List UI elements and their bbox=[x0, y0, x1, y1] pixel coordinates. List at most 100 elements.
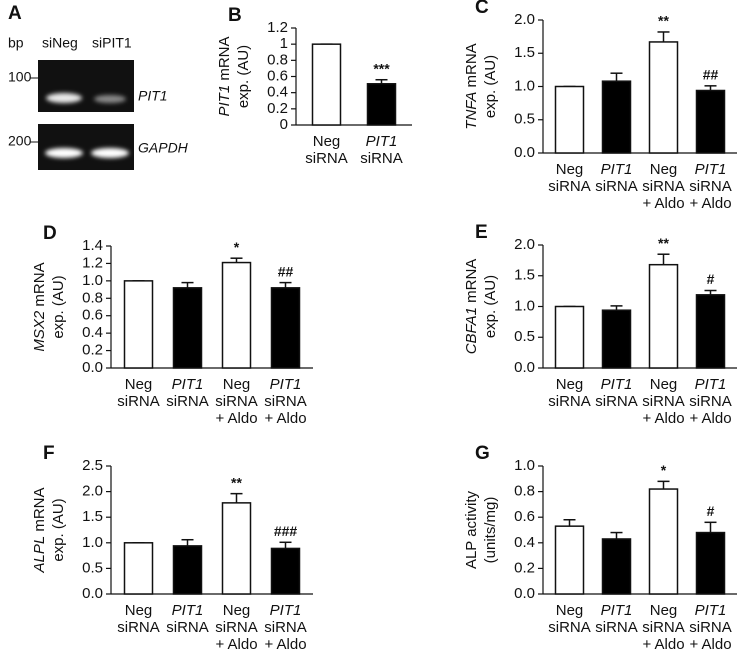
gel-band bbox=[45, 148, 83, 158]
bar bbox=[695, 531, 726, 595]
bar bbox=[554, 85, 585, 154]
bar bbox=[601, 309, 632, 369]
significance-label: * bbox=[234, 239, 240, 255]
x-tick-label: + Aldo bbox=[264, 636, 306, 653]
panel-letter: A bbox=[8, 3, 22, 24]
y-tick-label: 1 bbox=[280, 35, 288, 52]
x-tick-label: PIT1 bbox=[601, 161, 633, 178]
x-tick-label: siRNA bbox=[595, 178, 638, 195]
x-tick-label: + Aldo bbox=[642, 410, 684, 427]
gel-image bbox=[38, 124, 134, 170]
x-tick-label: siRNA bbox=[642, 619, 685, 636]
y-tick-label: 0.0 bbox=[82, 359, 103, 376]
y-axis-label-part: MSX2 bbox=[31, 310, 48, 352]
x-tick-label: + Aldo bbox=[264, 410, 306, 427]
y-tick-label: 1.5 bbox=[514, 267, 535, 284]
y-axis-label-line: exp. (AU) bbox=[482, 275, 499, 338]
y-tick-label: 0.6 bbox=[82, 307, 103, 324]
y-axis-label-part: mRNA bbox=[31, 487, 48, 535]
chart-panel: G ALP activity (units/mg) 0.0 0.2 0.4 0.6 0.8 1.… bbox=[463, 443, 737, 653]
x-tick-label: PIT1 bbox=[270, 376, 302, 393]
significance-label: ** bbox=[658, 13, 669, 29]
y-axis-label-line: exp. (AU) bbox=[235, 45, 252, 108]
x-tick-label: PIT1 bbox=[601, 602, 633, 619]
x-tick-label: Neg bbox=[223, 602, 251, 619]
gel-band bbox=[91, 148, 129, 158]
y-axis-label-part: TNFA bbox=[463, 92, 480, 130]
significance-label: ** bbox=[231, 474, 242, 490]
y-tick-label: 0.4 bbox=[82, 324, 103, 341]
x-tick-label: PIT1 bbox=[366, 133, 398, 150]
x-tick-label: siRNA bbox=[595, 393, 638, 410]
y-axis-label-part: exp. (AU) bbox=[235, 45, 252, 108]
significance-label: ## bbox=[278, 263, 294, 279]
y-axis-label-part: mRNA bbox=[31, 262, 48, 310]
y-tick-label: 0.8 bbox=[82, 289, 103, 306]
significance-label: ### bbox=[274, 523, 298, 539]
significance-label: * bbox=[661, 462, 667, 478]
x-tick-label: + Aldo bbox=[642, 195, 684, 212]
y-tick-label: 1.0 bbox=[514, 457, 535, 474]
y-tick-label: 2.0 bbox=[514, 236, 535, 253]
panel-letter: E bbox=[475, 222, 488, 243]
x-tick-label: Neg bbox=[125, 602, 153, 619]
y-axis-label: TNFA mRNA exp. (AU) bbox=[463, 43, 499, 129]
y-axis-label: CBFA1 mRNA exp. (AU) bbox=[463, 259, 499, 355]
gel-image bbox=[38, 60, 134, 112]
x-tick-label: Neg bbox=[556, 602, 584, 619]
x-tick-label: + Aldo bbox=[689, 636, 731, 653]
panel-letter: G bbox=[475, 443, 490, 464]
bar bbox=[648, 488, 679, 595]
y-axis-label-part: exp. (AU) bbox=[50, 275, 67, 338]
x-tick-label: siRNA bbox=[166, 619, 209, 636]
marker-label: 100 bbox=[8, 69, 32, 85]
x-tick-label: Neg bbox=[650, 602, 678, 619]
gene-label: GAPDH bbox=[138, 140, 189, 156]
y-axis-label-part: mRNA bbox=[463, 43, 480, 91]
y-tick-label: 2.0 bbox=[82, 483, 103, 500]
x-tick-label: siRNA bbox=[305, 150, 348, 167]
y-axis-label-part: exp. (AU) bbox=[482, 275, 499, 338]
significance-label: ** bbox=[658, 235, 669, 251]
y-tick-label: 0.8 bbox=[267, 51, 288, 68]
panel-letter: F bbox=[43, 443, 55, 464]
significance-label: # bbox=[707, 271, 715, 287]
y-tick-label: 1.5 bbox=[514, 44, 535, 61]
bar bbox=[172, 545, 203, 595]
gel-panel: A bp siNeg siPIT1 100 200 PIT1 GAPDH bbox=[8, 3, 189, 170]
significance-label: ## bbox=[703, 67, 719, 83]
x-tick-label: PIT1 bbox=[695, 376, 727, 393]
panel-letter: D bbox=[43, 223, 57, 244]
x-tick-label: siRNA bbox=[166, 393, 209, 410]
y-axis-label-part: exp. (AU) bbox=[482, 55, 499, 118]
x-tick-label: siRNA bbox=[360, 150, 403, 167]
y-tick-label: 0.2 bbox=[82, 342, 103, 359]
y-axis-label-line: exp. (AU) bbox=[50, 498, 67, 561]
x-tick-label: siRNA bbox=[548, 619, 591, 636]
x-tick-label: + Aldo bbox=[642, 636, 684, 653]
x-tick-label: siRNA bbox=[642, 393, 685, 410]
x-tick-label: Neg bbox=[223, 376, 251, 393]
y-axis-label-line: ALPL mRNA bbox=[31, 487, 48, 573]
y-axis-label-line: exp. (AU) bbox=[482, 55, 499, 118]
x-tick-label: PIT1 bbox=[695, 161, 727, 178]
bar bbox=[270, 287, 301, 369]
gene-label: PIT1 bbox=[138, 88, 168, 104]
y-axis-label-part: mRNA bbox=[216, 36, 233, 84]
x-tick-label: siRNA bbox=[215, 393, 258, 410]
x-tick-label: + Aldo bbox=[215, 410, 257, 427]
bar bbox=[554, 305, 585, 369]
y-tick-label: 0.6 bbox=[514, 508, 535, 525]
y-tick-label: 0.5 bbox=[514, 111, 535, 128]
y-axis-label-line: (units/mg) bbox=[482, 497, 499, 564]
bar bbox=[366, 83, 397, 126]
y-tick-label: 1.0 bbox=[514, 297, 535, 314]
x-tick-label: PIT1 bbox=[172, 602, 204, 619]
x-tick-label: Neg bbox=[556, 161, 584, 178]
y-tick-label: 0.0 bbox=[514, 585, 535, 602]
y-tick-label: 0.2 bbox=[514, 559, 535, 576]
bar bbox=[123, 280, 154, 369]
y-tick-label: 0.0 bbox=[82, 585, 103, 602]
